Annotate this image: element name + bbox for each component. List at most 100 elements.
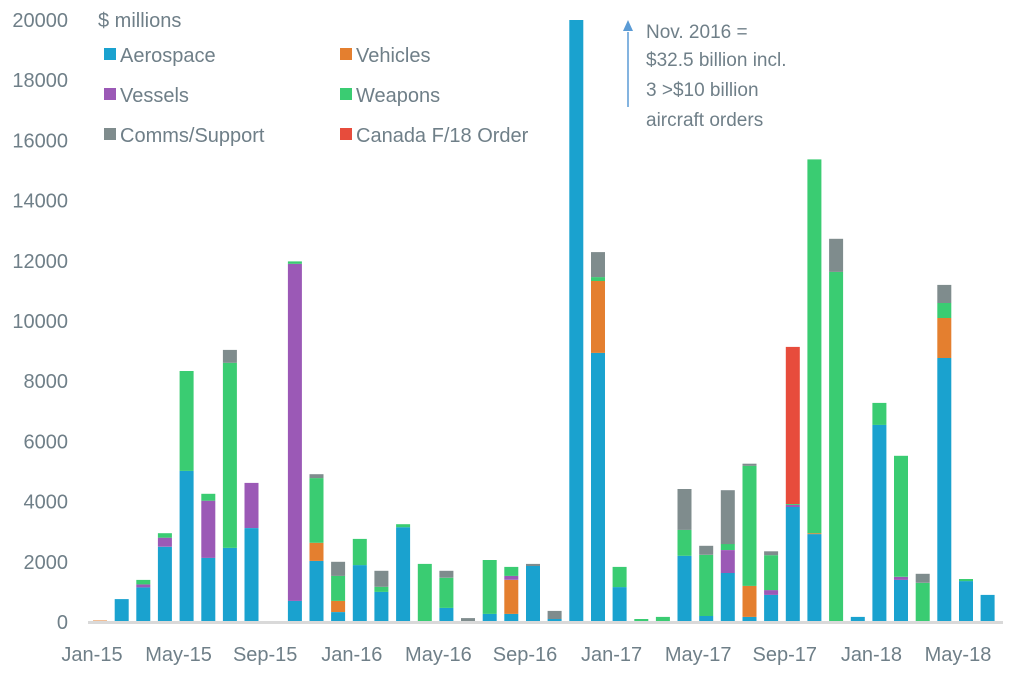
x-tick-label: Jan-16 [321,644,382,666]
annotation-line-1: Nov. 2016 = [646,22,748,43]
bar-segment-comms-support [677,489,692,530]
bar-segment-aerospace [569,20,584,622]
bar-segment-weapons [179,371,194,471]
bar-segment-comms-support [222,349,237,363]
bar-segment-weapons [136,579,151,585]
bar-segment-weapons [417,563,432,622]
bar-segment-comms-support [439,570,454,578]
bar-stack-May-16 [439,570,454,622]
bar-segment-vessels [785,504,800,507]
bar-segment-aerospace [872,424,887,622]
legend-swatch [104,128,116,140]
y-tick-label: 6000 [24,431,69,453]
bar-segment-weapons [222,362,237,548]
bar-segment-aerospace [157,546,172,623]
bar-stack-Oct-16 [547,610,562,622]
bar-segment-aerospace [980,594,995,622]
bar-segment-aerospace [785,507,800,622]
x-tick-label: Sep-17 [753,644,818,666]
legend-label: Weapons [356,85,440,107]
bar-segment-aerospace [374,591,389,622]
bar-segment-aerospace [352,565,367,622]
bar-segment-weapons [482,560,497,614]
bar-stack-Dec-15 [331,561,346,622]
legend-label: Canada F/18 Order [356,125,529,147]
bar-segment-comms-support [309,474,324,479]
bar-segment-weapons [287,261,302,264]
bar-stack-Sep-17 [785,346,800,622]
bar-segment-comms-support [547,610,562,619]
bar-stack-May-18 [959,579,973,622]
x-tick-label: Jan-18 [841,644,902,666]
bar-segment-aerospace [136,587,151,622]
annotation-line-2: $32.5 billion incl. [646,50,786,71]
bar-stack-Aug-17 [764,551,779,622]
bar-segment-comms-support [374,570,389,587]
x-tick-label: Jan-17 [581,644,642,666]
bar-segment-comms-support [915,573,930,583]
y-tick-label: 14000 [12,191,68,213]
legend-label: Vessels [120,85,189,107]
bar-segment-aerospace [179,470,194,622]
x-axis-ticks: Jan-15 May-15 Sep-15 Jan-16 May-16 Sep-16 Jan-… [61,644,991,666]
bar-segment-comms-support [461,618,475,622]
bar-stack-Oct-17 [807,159,822,622]
bar-segment-aerospace [244,528,259,622]
bar-segment-vessels [287,263,302,601]
legend-swatch [104,88,116,100]
bar-segment-aerospace [526,566,540,622]
bar-stack-Jan-16 [352,538,367,622]
bar-stack-Feb-17 [634,619,649,622]
legend-label: Vehicles [356,45,431,67]
y-tick-label: 8000 [24,371,69,393]
bar-stack-Feb-15 [114,599,129,622]
annotation-arrow-head [623,20,633,31]
bar-segment-aerospace [504,613,519,622]
bar-segment-vessels [244,482,259,528]
bar-segment-vessels [136,584,151,588]
bar-segment-aerospace [699,616,714,622]
bar-segment-vessels [504,575,519,580]
bar-segment-comms-support [720,490,735,545]
bar-segment-canada-f-18-order [785,346,800,504]
bar-stack-Apr-17 [677,489,692,622]
bar-segment-weapons [829,271,844,622]
bar-segment-comms-support [699,545,714,555]
bar-segment-vessels [157,537,172,547]
bar-stack-Aug-15 [244,482,259,622]
bar-segment-weapons [157,533,172,538]
bar-segment-weapons [331,575,346,601]
bar-segment-vessels [201,500,216,558]
bar-segment-vehicles [591,281,605,353]
bar-stack-Jan-18 [872,402,887,622]
bar-segment-aerospace [201,557,216,622]
legend: Aerospace Vehicles Vessels Weapons Comms/Sup… [104,45,529,147]
x-tick-label: Sep-16 [493,644,558,666]
bar-segment-weapons [201,493,216,501]
bar-stack-Jun-17 [720,490,735,622]
bar-segment-weapons [785,504,800,505]
bar-stack-Apr-18 [937,284,952,622]
bar-stack-Jun-18 [980,594,995,622]
bar-segment-comms-support [764,551,779,556]
bar-segment-weapons [612,566,627,588]
bar-stack-May-17 [699,545,714,622]
bar-stack-Jun-16 [461,618,475,622]
bar-segment-comms-support [331,561,346,576]
bar-stack-Feb-16 [374,570,389,622]
x-tick-label: May-17 [665,644,732,666]
bar-segment-aerospace [937,358,952,622]
legend-swatch [340,48,352,60]
bar-segment-aerospace [807,534,822,622]
bar-segment-aerospace [331,612,346,622]
bar-segment-weapons [807,159,822,534]
bar-stack-Nov-16 [569,20,584,622]
bar-segment-aerospace [742,616,757,622]
bar-segment-vehicles [504,579,519,614]
bar-stack-Dec-17 [850,616,865,622]
bar-segment-aerospace [547,619,562,622]
bar-stack-Jul-17 [742,463,757,622]
y-tick-label: 12000 [12,251,68,273]
y-tick-label: 18000 [12,70,68,92]
bar-segment-weapons [396,524,411,528]
